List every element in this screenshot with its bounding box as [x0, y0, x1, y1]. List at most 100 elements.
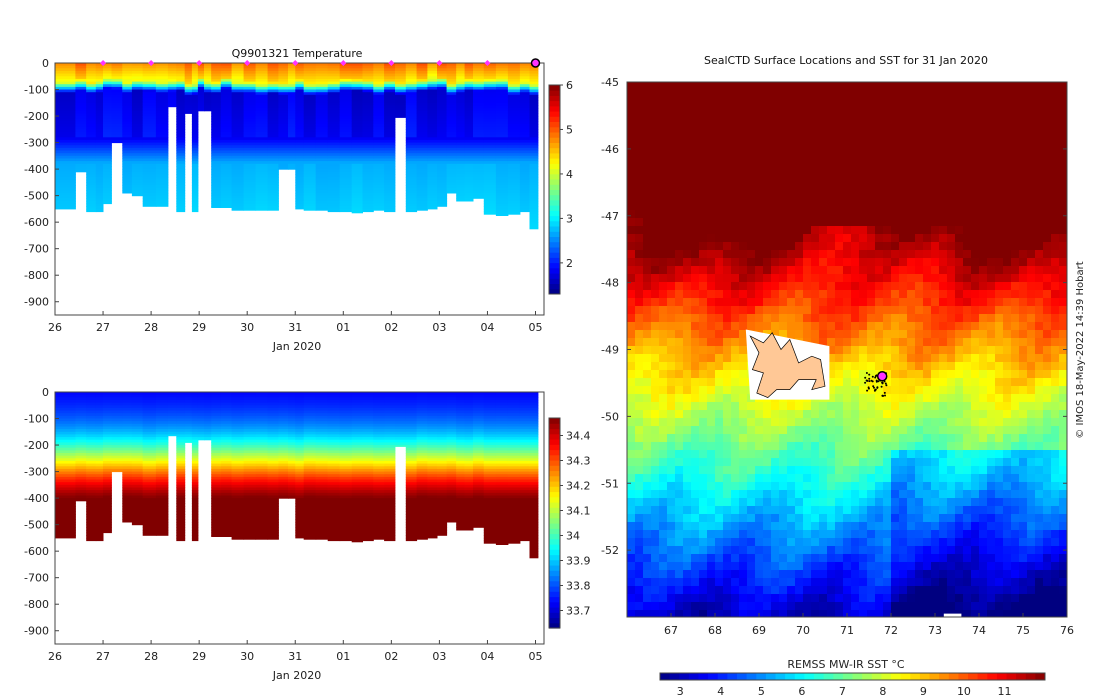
- heatmap-cell: [75, 81, 87, 85]
- heatmap-cell: [191, 471, 199, 475]
- temperature-x-label: Jan 2020: [272, 340, 321, 353]
- sst-cell: [627, 202, 636, 211]
- heatmap-cell: [507, 65, 521, 69]
- heatmap-cell: [211, 124, 222, 128]
- heatmap-cell: [303, 182, 317, 186]
- y-tick-label: -400: [24, 163, 49, 176]
- heatmap-cell: [303, 400, 317, 404]
- heatmap-cell: [95, 195, 104, 199]
- heatmap-cell: [278, 142, 289, 146]
- heatmap-cell: [243, 185, 257, 189]
- heatmap-cell: [231, 484, 245, 488]
- heatmap-cell: [231, 529, 245, 534]
- heatmap-cell: [384, 506, 396, 510]
- heatmap-cell: [220, 177, 233, 181]
- heatmap-cell: [176, 529, 186, 534]
- heatmap-cell: [495, 124, 509, 128]
- heatmap-cell: [122, 458, 133, 462]
- heatmap-cell: [255, 129, 269, 133]
- heatmap-cell: [315, 468, 329, 473]
- heatmap-cell: [339, 392, 353, 396]
- heatmap-cell: [86, 423, 97, 427]
- heatmap-cell: [437, 522, 448, 526]
- heatmap-cell: [211, 86, 222, 91]
- heatmap-cell: [155, 474, 169, 478]
- heatmap-cell: [288, 155, 296, 159]
- heatmap-cell: [204, 437, 212, 441]
- day-marker: [436, 60, 443, 66]
- heatmap-cell: [243, 450, 257, 454]
- colorbar-segment: [549, 210, 560, 217]
- heatmap-cell: [255, 468, 269, 473]
- heatmap-cell: [103, 426, 112, 430]
- heatmap-cell: [529, 219, 539, 223]
- heatmap-cell: [142, 68, 157, 72]
- heatmap-cell: [243, 498, 257, 502]
- heatmap-cell: [495, 147, 509, 152]
- heatmap-cell: [351, 537, 363, 542]
- heatmap-cell: [155, 147, 169, 152]
- heatmap-cell: [339, 527, 353, 531]
- heatmap-cell: [155, 105, 169, 109]
- colorbar-segment: [549, 179, 560, 185]
- heatmap-cell: [288, 126, 296, 130]
- heatmap-cell: [55, 200, 76, 205]
- heatmap-cell: [55, 516, 76, 520]
- heatmap-cell: [111, 73, 123, 77]
- heatmap-cell: [131, 482, 144, 486]
- heatmap-cell: [529, 105, 539, 109]
- heatmap-cell: [507, 86, 521, 91]
- heatmap-cell: [327, 203, 341, 207]
- heatmap-cell: [288, 118, 296, 122]
- heatmap-cell: [303, 110, 317, 114]
- heatmap-cell: [288, 94, 296, 98]
- heatmap-cell: [507, 113, 521, 117]
- heatmap-cell: [315, 200, 329, 205]
- heatmap-cell: [142, 153, 157, 157]
- heatmap-cell: [427, 445, 438, 449]
- heatmap-cell: [86, 447, 97, 451]
- heatmap-cell: [416, 78, 428, 83]
- heatmap-cell: [211, 116, 222, 120]
- heatmap-cell: [103, 431, 112, 435]
- heatmap-cell: [295, 110, 305, 114]
- heatmap-cell: [95, 182, 104, 186]
- heatmap-cell: [416, 187, 428, 191]
- heatmap-cell: [405, 68, 418, 72]
- heatmap-cell: [373, 200, 385, 205]
- heatmap-cell: [446, 89, 457, 93]
- heatmap-cell: [295, 492, 305, 496]
- heatmap-cell: [176, 516, 186, 520]
- heatmap-cell: [315, 203, 329, 207]
- heatmap-cell: [288, 423, 296, 427]
- heatmap-cell: [405, 495, 418, 499]
- heatmap-cell: [255, 171, 269, 175]
- heatmap-cell: [295, 439, 305, 443]
- heatmap-cell: [131, 522, 144, 526]
- heatmap-cell: [384, 158, 396, 162]
- heatmap-cell: [437, 434, 448, 438]
- heatmap-cell: [384, 195, 396, 199]
- heatmap-cell: [220, 413, 233, 417]
- heatmap-cell: [55, 121, 76, 125]
- heatmap-cell: [75, 466, 87, 470]
- heatmap-cell: [278, 68, 289, 72]
- heatmap-cell: [395, 97, 407, 101]
- heatmap-cell: [288, 63, 296, 67]
- heatmap-cell: [55, 124, 76, 128]
- heatmap-cell: [197, 71, 205, 75]
- heatmap-cell: [131, 445, 144, 449]
- heatmap-cell: [483, 503, 497, 507]
- heatmap-cell: [384, 423, 396, 427]
- heatmap-cell: [122, 110, 133, 114]
- heatmap-cell: [464, 110, 474, 114]
- heatmap-cell: [339, 490, 353, 494]
- heatmap-cell: [384, 132, 396, 136]
- heatmap-cell: [86, 506, 97, 510]
- heatmap-cell: [339, 134, 353, 138]
- heatmap-cell: [103, 134, 112, 138]
- heatmap-cell: [362, 177, 374, 181]
- x-tick-label: 26: [48, 650, 62, 663]
- heatmap-cell: [464, 179, 474, 183]
- heatmap-cell: [473, 410, 485, 414]
